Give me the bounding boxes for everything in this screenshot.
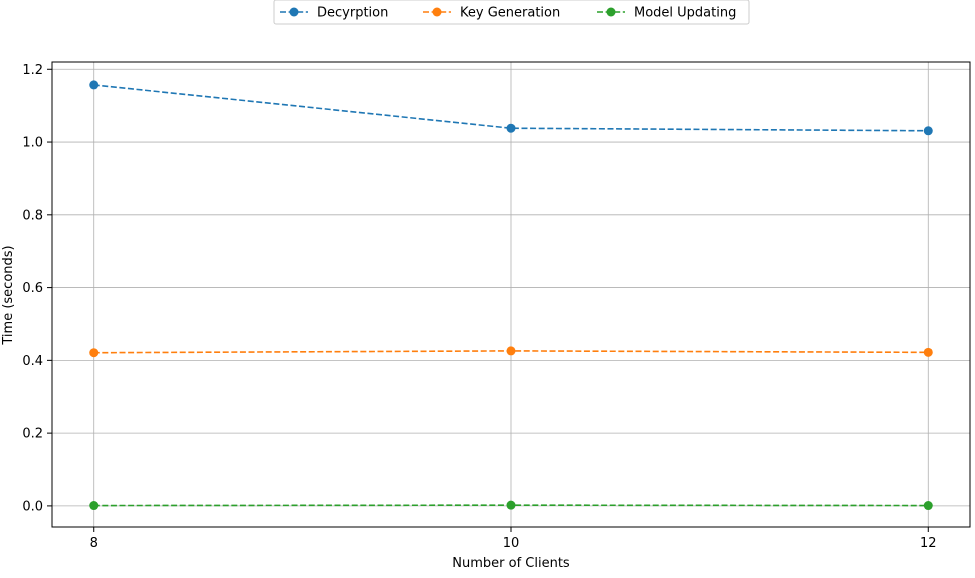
legend: Decyrption Key Generation Model Updating — [274, 0, 749, 24]
legend-marker-model-updating — [607, 8, 616, 17]
legend-label-model-updating: Model Updating — [634, 6, 736, 21]
x-tick-label: 12 — [920, 536, 937, 551]
legend-label-key-generation: Key Generation — [460, 6, 560, 21]
x-axis: 8 10 12 — [90, 527, 937, 551]
y-tick-label: 0.8 — [22, 208, 43, 223]
data-point-key-generation — [924, 348, 933, 357]
data-point-model-updating — [89, 501, 98, 510]
data-point-key-generation — [507, 346, 516, 355]
data-point-decyrption — [507, 124, 516, 133]
y-tick-label: 0.0 — [22, 499, 43, 514]
y-tick-label: 0.4 — [22, 354, 43, 369]
x-axis-label: Number of Clients — [452, 556, 570, 571]
legend-label-decyrption: Decyrption — [317, 6, 388, 21]
x-tick-label: 8 — [90, 536, 98, 551]
data-point-model-updating — [924, 501, 933, 510]
x-tick-label: 10 — [503, 536, 520, 551]
legend-marker-decyrption — [290, 8, 299, 17]
data-point-decyrption — [89, 80, 98, 89]
data-point-decyrption — [924, 126, 933, 135]
y-tick-label: 1.2 — [22, 63, 43, 78]
y-tick-label: 0.6 — [22, 281, 43, 296]
y-axis-label: Time (seconds) — [1, 245, 16, 345]
y-tick-label: 1.0 — [22, 136, 43, 151]
legend-marker-key-generation — [433, 8, 442, 17]
data-point-model-updating — [507, 501, 516, 510]
y-tick-label: 0.2 — [22, 427, 43, 442]
data-point-key-generation — [89, 348, 98, 357]
y-axis: 0.0 0.2 0.4 0.6 0.8 1.0 1.2 — [22, 63, 52, 515]
